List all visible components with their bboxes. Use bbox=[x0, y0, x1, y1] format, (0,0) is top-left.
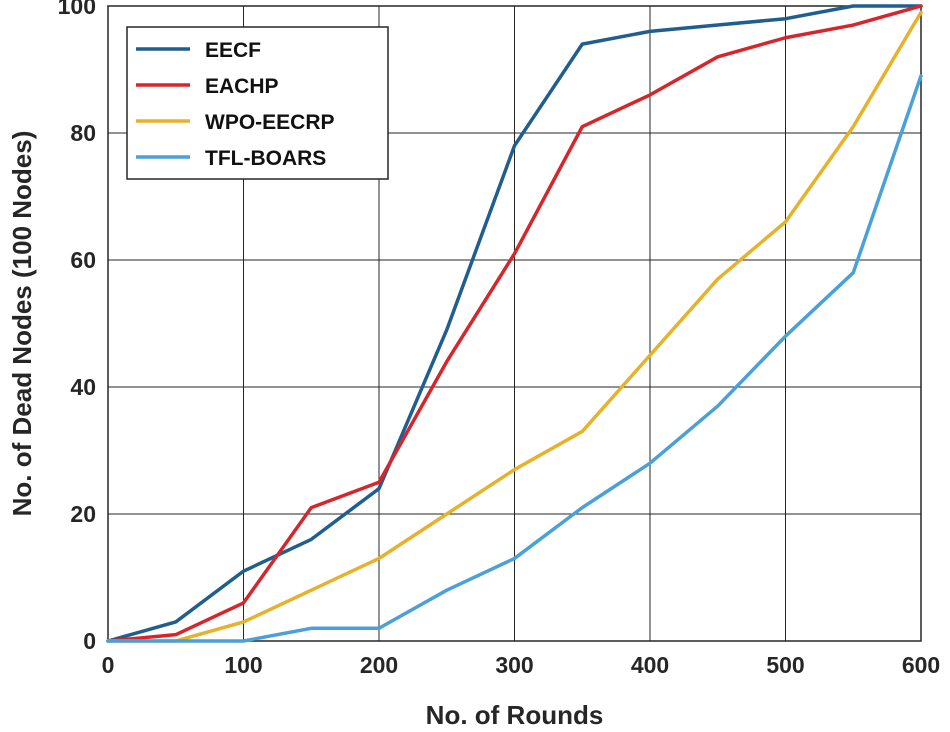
y-tick-label: 80 bbox=[70, 120, 96, 146]
series-line-eachp bbox=[106, 4, 923, 643]
legend-label: WPO-EECRP bbox=[205, 111, 335, 134]
x-tick-label: 600 bbox=[902, 652, 940, 678]
series-line-wpo-eecrp bbox=[106, 10, 923, 643]
y-tick-label: 100 bbox=[58, 0, 96, 19]
x-axis-label: No. of Rounds bbox=[426, 700, 604, 730]
y-tick-label: 40 bbox=[70, 374, 96, 400]
tick-labels: 0 100 200 300 400 500 600 0 20 40 60 80 100 bbox=[58, 0, 941, 678]
y-tick-label: 20 bbox=[70, 501, 96, 527]
legend: EECF EACHP WPO-EECRP TFL-BOARS bbox=[126, 26, 389, 180]
y-axis-label: No. of Dead Nodes (100 Nodes) bbox=[7, 131, 37, 517]
plot-frame bbox=[107, 5, 922, 642]
legend-label: EACHP bbox=[205, 75, 279, 98]
series-line-tfl-boars bbox=[106, 74, 923, 643]
series-lines bbox=[106, 4, 923, 643]
x-tick-label: 400 bbox=[631, 652, 669, 678]
x-tick-label: 0 bbox=[102, 652, 115, 678]
x-tick-label: 200 bbox=[360, 652, 398, 678]
y-tick-label: 60 bbox=[70, 247, 96, 273]
legend-box bbox=[126, 26, 389, 180]
series-line-eecf bbox=[106, 4, 923, 643]
x-tick-label: 100 bbox=[224, 652, 262, 678]
y-tick-label: 0 bbox=[83, 628, 96, 654]
legend-label: EECF bbox=[205, 39, 261, 62]
legend-label: TFL-BOARS bbox=[205, 147, 326, 170]
x-tick-label: 300 bbox=[495, 652, 533, 678]
x-tick-label: 500 bbox=[766, 652, 804, 678]
